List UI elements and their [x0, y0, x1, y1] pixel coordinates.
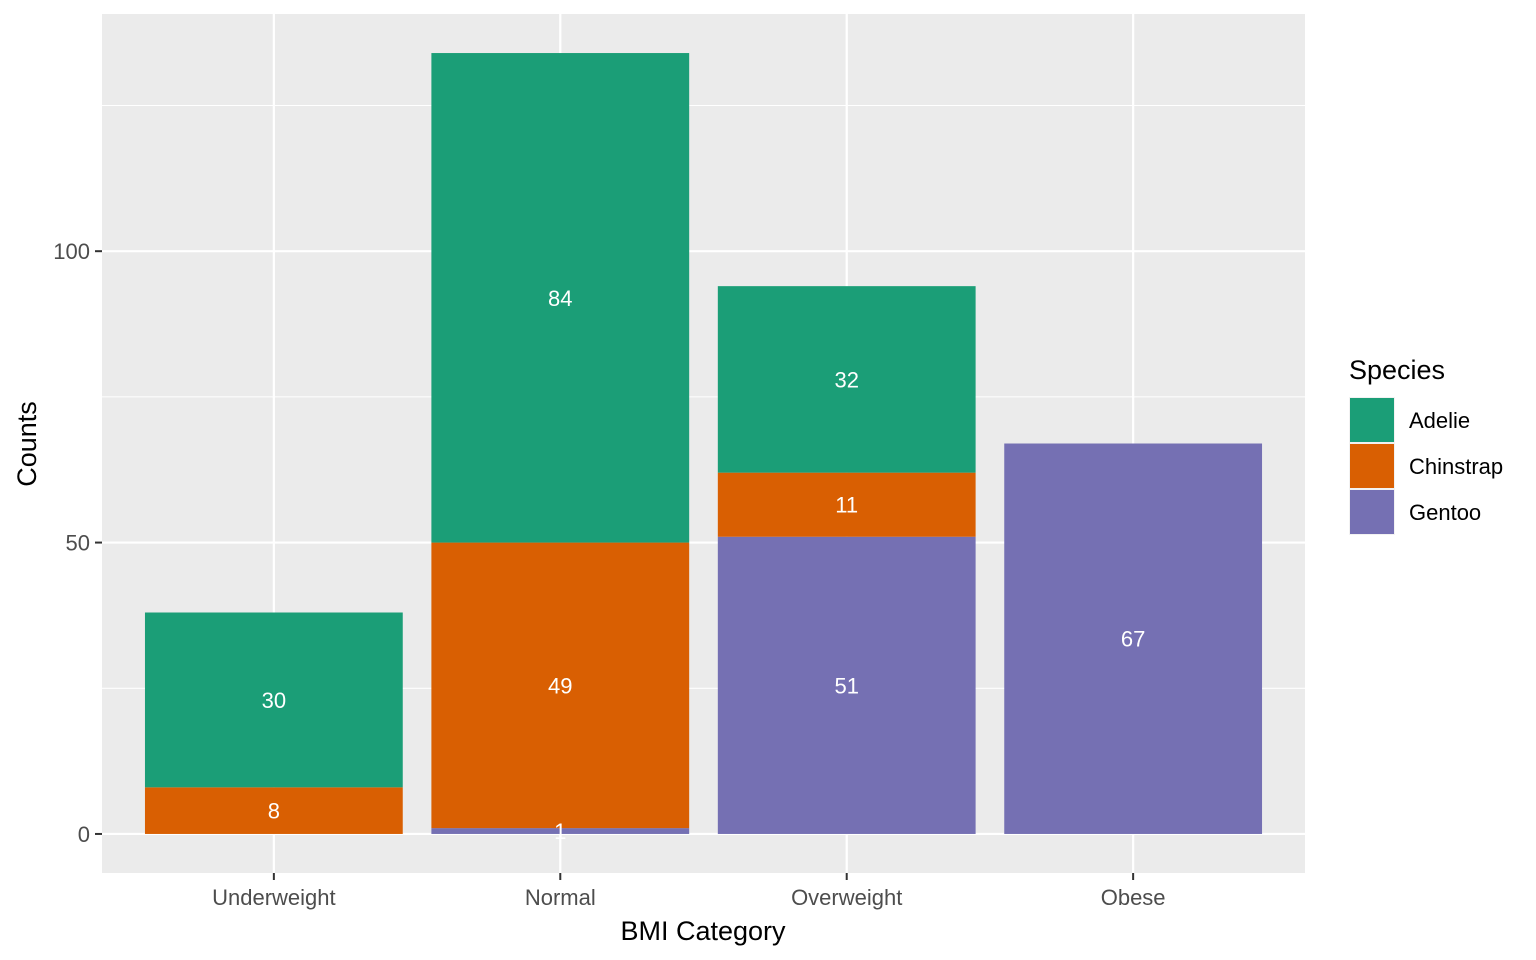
bar-gentoo-overweight	[717, 536, 976, 834]
x-tick-label-obese: Obese	[1101, 885, 1166, 910]
y-tick-label: 50	[66, 531, 90, 556]
bar-chinstrap-overweight	[717, 472, 976, 537]
x-axis-title: BMI Category	[620, 916, 786, 946]
legend-label-chinstrap: Chinstrap	[1409, 454, 1503, 479]
data-label-gentoo-obese: 67	[1121, 627, 1145, 652]
legend-label-gentoo: Gentoo	[1409, 500, 1481, 525]
legend-swatch-chinstrap	[1350, 444, 1394, 488]
y-tick-label: 0	[78, 822, 90, 847]
data-label-chinstrap-overweight: 11	[835, 493, 858, 518]
data-label-adelie-underweight: 30	[262, 688, 286, 713]
legend-title: Species	[1349, 355, 1445, 385]
x-tick-label-overweight: Overweight	[791, 885, 902, 910]
y-axis: 0 50 100	[53, 239, 102, 847]
legend-swatch-gentoo	[1350, 490, 1394, 534]
legend-label-adelie: Adelie	[1409, 408, 1470, 433]
bars	[144, 53, 1263, 834]
bar-adelie-underweight	[144, 612, 403, 788]
data-label-adelie-overweight: 32	[834, 367, 858, 392]
data-label-gentoo-normal: 1	[554, 819, 566, 844]
data-label-gentoo-overweight: 51	[834, 673, 858, 698]
x-tick-label-normal: Normal	[525, 885, 596, 910]
bar-chinstrap-underweight	[144, 787, 403, 834]
bar-gentoo-obese	[1004, 443, 1263, 834]
legend: Species Adelie Chinstrap Gentoo	[1349, 355, 1503, 535]
bar-adelie-overweight	[717, 286, 976, 473]
data-label-chinstrap-normal: 49	[548, 673, 572, 698]
data-label-adelie-normal: 84	[548, 286, 572, 311]
data-label-chinstrap-underweight: 8	[268, 799, 280, 824]
y-tick-label: 100	[53, 239, 90, 264]
y-axis-title: Counts	[12, 401, 42, 487]
bar-gentoo-normal	[431, 828, 690, 834]
legend-swatch-adelie	[1350, 398, 1394, 442]
bar-chinstrap-normal	[431, 542, 690, 829]
x-tick-label-underweight: Underweight	[212, 885, 336, 910]
x-axis: Underweight Normal Overweight Obese	[212, 873, 1166, 910]
data-labels: 8 30 1 49 84 51 11 32 67	[262, 286, 1146, 844]
bar-adelie-normal	[431, 53, 690, 543]
